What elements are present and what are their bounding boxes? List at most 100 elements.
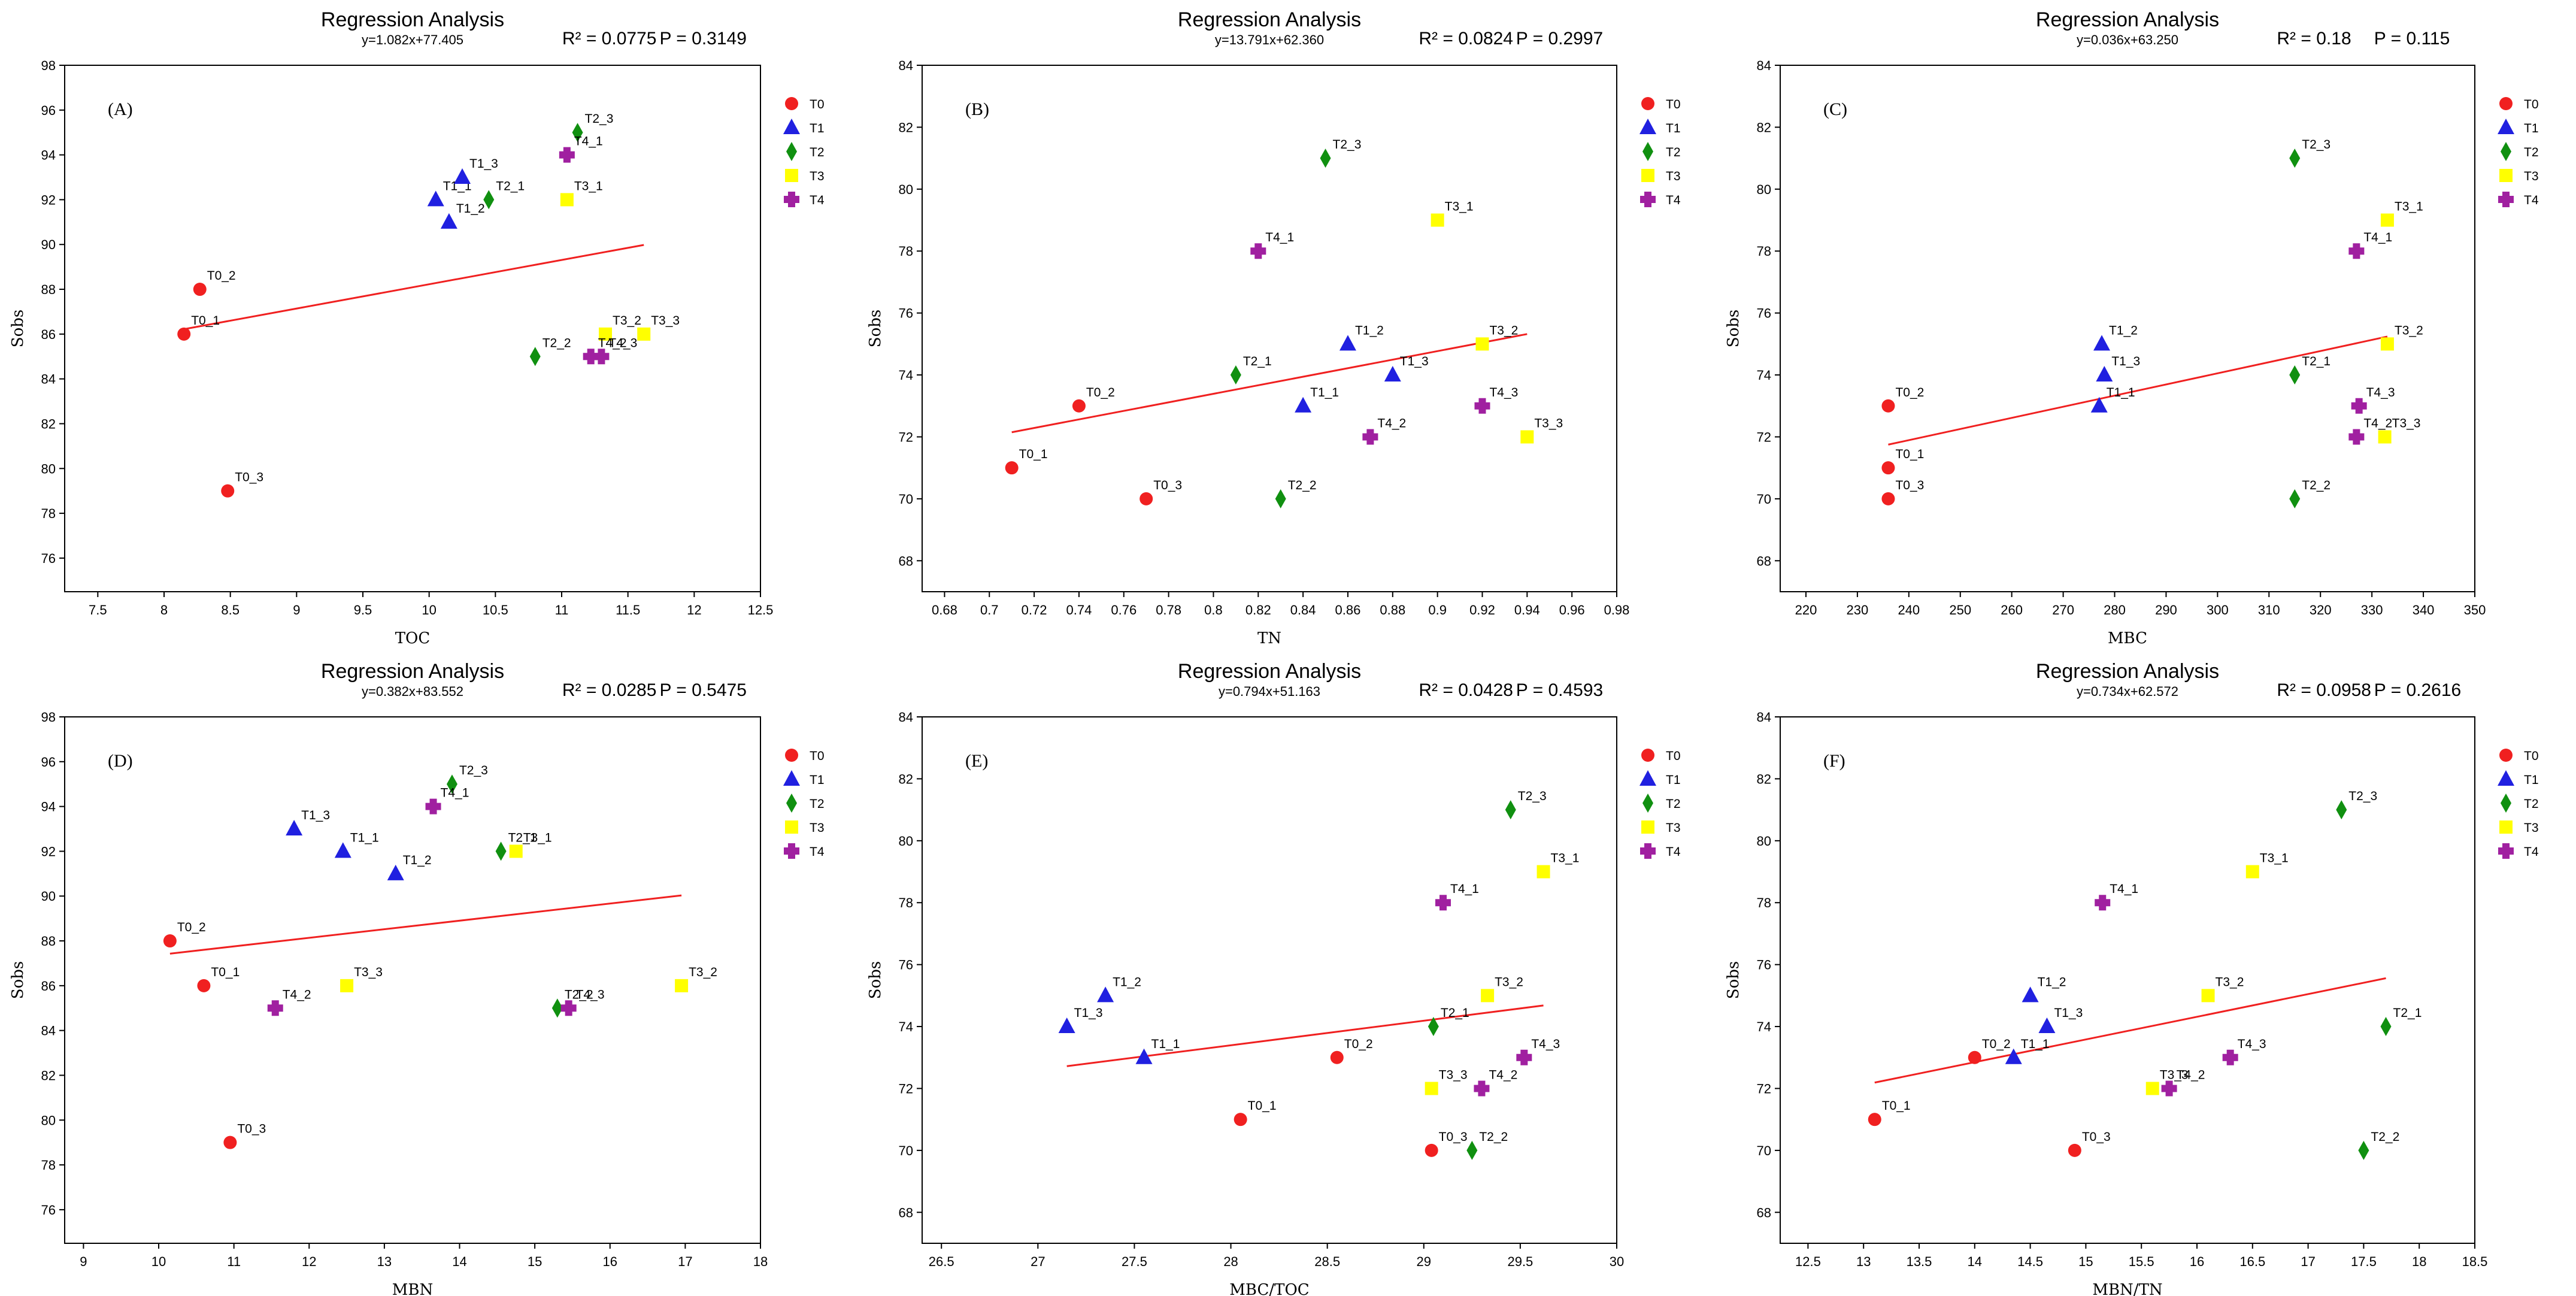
- plot-frame: [922, 716, 1617, 1244]
- y-tick-label: 82: [899, 120, 913, 135]
- point-label: T0_1: [1019, 447, 1048, 461]
- legend-label: T3: [810, 821, 825, 835]
- y-tick-label: 82: [899, 771, 913, 786]
- y-tick-label: 90: [41, 237, 56, 252]
- point-label: T2_2: [1479, 1130, 1508, 1144]
- point-label: T2_1: [1441, 1006, 1469, 1020]
- legend-marker: [2499, 97, 2513, 110]
- x-tick-label: 16: [2190, 1254, 2204, 1269]
- x-tick-label: 7.5: [89, 602, 107, 617]
- x-tick-label: 8.5: [221, 602, 240, 617]
- y-tick-label: 68: [899, 553, 913, 568]
- point-label: T3_1: [574, 179, 603, 193]
- data-point: [446, 774, 457, 794]
- panel-label: (D): [108, 751, 133, 771]
- y-tick-label: 78: [41, 506, 56, 521]
- data-point: [340, 979, 354, 992]
- legend-marker: [2499, 820, 2513, 834]
- x-tick-label: 9: [80, 1254, 87, 1269]
- x-tick-label: 10: [422, 602, 436, 617]
- x-tick-label: 0.98: [1604, 602, 1630, 617]
- data-point: [572, 123, 583, 143]
- point-label: T2_2: [543, 336, 571, 350]
- point-label: T2_3: [459, 764, 488, 777]
- x-tick-label: 0.92: [1469, 602, 1495, 617]
- x-tick-label: 27.5: [1122, 1254, 1147, 1269]
- y-axis-label: Sobs: [1725, 310, 1742, 347]
- legend: T0 T1 T2 T3 T4: [783, 97, 825, 207]
- data-point: [1234, 1113, 1247, 1127]
- data-point: [2022, 986, 2039, 1003]
- legend-marker: [1642, 794, 1653, 813]
- y-tick-label: 80: [41, 1113, 56, 1128]
- x-tick-label: 0.84: [1290, 602, 1316, 617]
- data-point: [2358, 1140, 2369, 1160]
- x-tick-label: 10: [151, 1254, 166, 1269]
- point-label: T1_3: [2054, 1006, 2083, 1020]
- point-label: T1_3: [2111, 355, 2140, 368]
- point-label: T1_2: [2038, 975, 2066, 989]
- data-point: [1881, 461, 1895, 475]
- legend-label: T4: [810, 193, 825, 207]
- x-tick-label: 0.74: [1066, 602, 1092, 617]
- data-point: [1384, 366, 1401, 382]
- point-label: T4_3: [576, 988, 605, 1001]
- chart-title: Regression Analysis: [1178, 660, 1361, 683]
- legend-marker: [786, 794, 797, 813]
- x-tick-label: 220: [1795, 602, 1817, 617]
- data-point: [2348, 429, 2365, 445]
- y-tick-label: 88: [41, 934, 56, 949]
- legend-marker: [1639, 119, 1656, 134]
- regression-equation: y=13.791x+62.360: [1215, 32, 1324, 47]
- data-point: [193, 283, 207, 296]
- data-point: [2093, 335, 2111, 351]
- data-point: [197, 979, 211, 992]
- y-tick-label: 84: [41, 372, 56, 387]
- y-tick-label: 82: [1757, 120, 1771, 135]
- point-label: T3_2: [1495, 975, 1523, 989]
- plot-frame: [922, 65, 1617, 592]
- legend-marker: [786, 142, 797, 161]
- x-axis-label: MBN: [392, 1281, 433, 1296]
- chart-title: Regression Analysis: [321, 660, 504, 683]
- data-point: [2289, 149, 2301, 168]
- data-point: [387, 864, 404, 880]
- point-label: T3_1: [1551, 852, 1580, 865]
- x-tick-label: 270: [2052, 602, 2074, 617]
- data-point: [1135, 1048, 1153, 1064]
- point-label: T0_2: [1086, 386, 1115, 399]
- data-point: [1295, 396, 1312, 413]
- x-tick-label: 11: [227, 1254, 241, 1269]
- x-tick-label: 28: [1223, 1254, 1238, 1269]
- data-point: [163, 934, 177, 948]
- legend-marker: [2498, 119, 2514, 134]
- data-point: [559, 147, 575, 163]
- point-label: T2_3: [2348, 789, 2377, 803]
- point-label: T3_2: [2395, 323, 2423, 337]
- point-label: T2_1: [508, 831, 537, 844]
- plot-frame: [64, 716, 761, 1244]
- point-label: T4_1: [574, 135, 603, 149]
- legend-marker: [1642, 142, 1653, 161]
- legend-label: T0: [810, 749, 825, 763]
- legend-label: T3: [2524, 821, 2539, 835]
- data-point: [1250, 243, 1266, 259]
- y-tick-label: 78: [899, 244, 913, 259]
- point-label: T4_1: [1450, 882, 1479, 896]
- y-tick-label: 74: [1757, 1019, 1771, 1034]
- x-axis-label: MBN/TN: [2092, 1281, 2162, 1296]
- point-label: T3_1: [2395, 200, 2423, 214]
- x-tick-label: 13: [1856, 1254, 1871, 1269]
- y-tick-label: 84: [1757, 58, 1771, 73]
- x-tick-label: 8: [160, 602, 168, 617]
- point-label: T2_3: [1333, 138, 1362, 152]
- y-tick-label: 92: [41, 192, 56, 207]
- point-label: T0_2: [1982, 1037, 2011, 1051]
- y-tick-label: 82: [41, 1068, 56, 1083]
- data-point: [2380, 213, 2394, 227]
- data-point: [1339, 335, 1356, 351]
- legend: T0 T1 T2 T3 T4: [2498, 97, 2539, 207]
- point-label: T3_3: [354, 965, 383, 979]
